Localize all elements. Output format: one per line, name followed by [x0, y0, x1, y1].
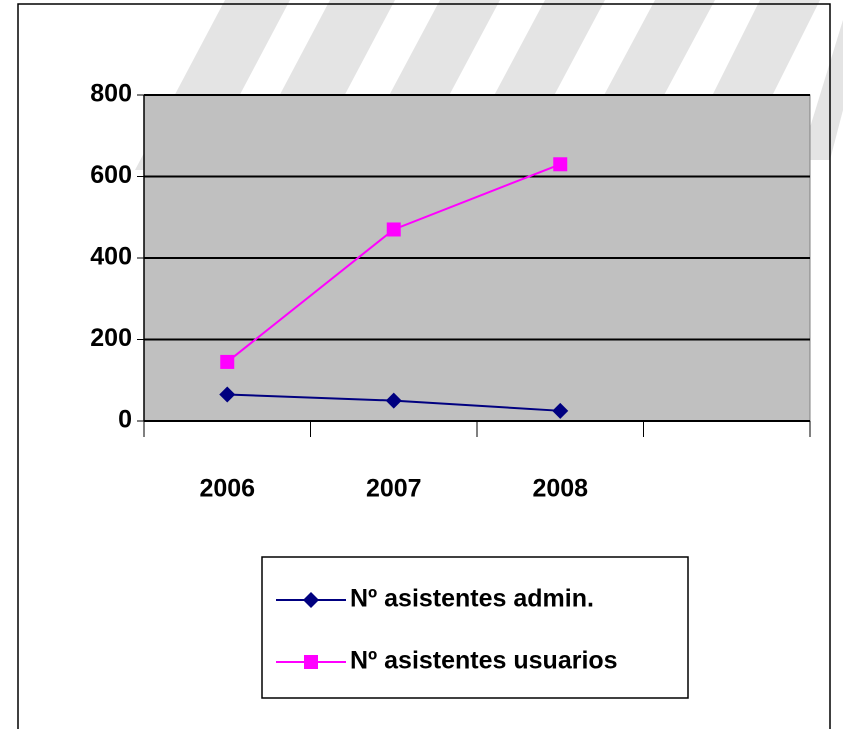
point [386, 222, 401, 237]
y-tick-label: 800 [90, 80, 132, 108]
point [553, 157, 568, 172]
point [219, 386, 236, 403]
x-tick-label: 2007 [366, 475, 422, 503]
y-tick-label: 400 [90, 243, 132, 271]
legend-marker [303, 592, 319, 608]
legend-label: Nº asistentes admin. [350, 585, 594, 613]
x-tick-label: 2008 [532, 475, 588, 503]
stripe [800, 20, 843, 160]
point [385, 392, 402, 409]
legend [261, 556, 689, 699]
point [220, 354, 235, 369]
frame [17, 3, 831, 729]
legend-marker [304, 655, 318, 669]
legend-label: Nº asistentes usuarios [350, 647, 618, 675]
x-tick-label: 2006 [199, 475, 255, 503]
point [552, 402, 569, 419]
y-tick-label: 0 [118, 406, 132, 434]
y-tick-label: 200 [90, 324, 132, 352]
y-tick-label: 600 [90, 161, 132, 189]
